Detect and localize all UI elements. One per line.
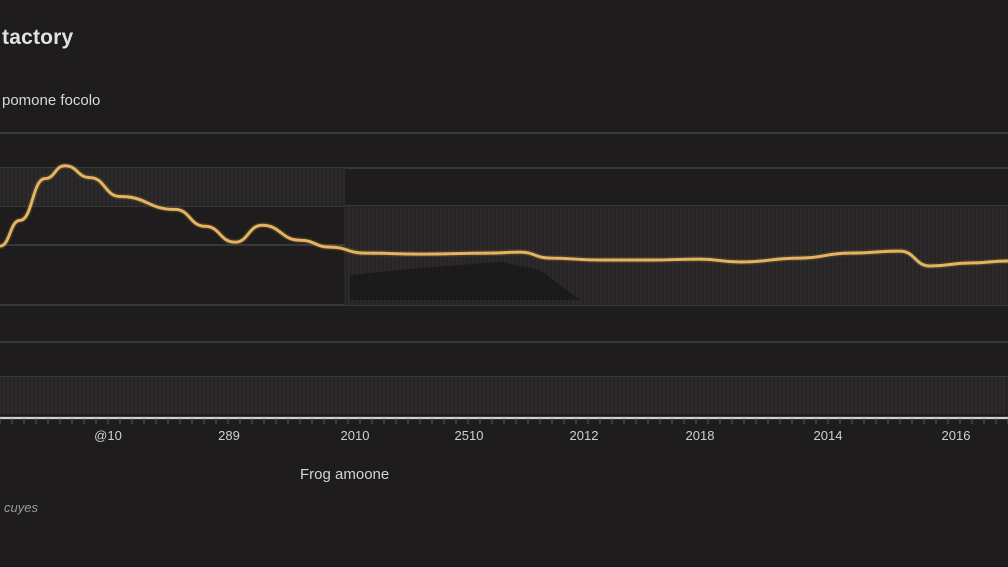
chart-subtitle: pomone focolo <box>2 92 101 109</box>
x-tick-labels: @10 289 2010 2510 2012 2018 2014 2016 <box>94 428 970 443</box>
x-tick-label: 2014 <box>814 428 843 443</box>
chart-title: tactory <box>2 26 74 49</box>
x-tick-label: 2510 <box>455 428 484 443</box>
x-tick-label: 2012 <box>570 428 599 443</box>
x-axis <box>0 416 1008 424</box>
band <box>0 168 345 206</box>
x-tick-label: @10 <box>94 428 122 443</box>
x-axis-label: Frog amoone <box>300 466 390 483</box>
x-tick-label: 2016 <box>942 428 971 443</box>
background-bands <box>0 168 1008 414</box>
x-tick-label: 289 <box>218 428 240 443</box>
series-lines <box>0 162 1008 270</box>
x-tick-label: 2018 <box>686 428 715 443</box>
x-tick-label: 2010 <box>341 428 370 443</box>
series-line <box>0 164 1008 268</box>
shadow-area <box>350 262 580 300</box>
footnote: cuyes <box>4 500 38 515</box>
